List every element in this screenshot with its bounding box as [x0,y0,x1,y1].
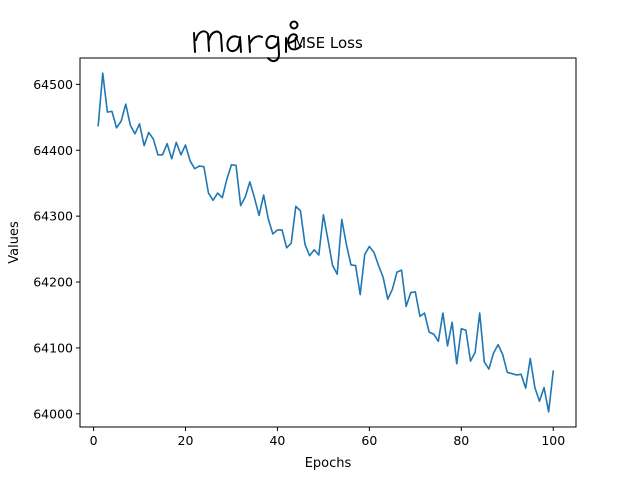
y-tick-label: 64200 [33,275,73,290]
y-tick-label: 64100 [33,340,73,355]
handwritten-annotation [193,20,302,63]
x-tick-label: 0 [90,433,98,448]
ticks-layer: 0 20 40 60 80 100 64000 64100 64200 64300 64400 645… [33,77,565,448]
y-tick-label: 64400 [33,143,73,158]
series-line-0 [97,72,555,413]
marks-layer [97,72,555,413]
y-axis-label: Values [7,221,22,264]
y-tick-label: 64300 [33,209,73,224]
x-tick-label: 100 [541,433,565,448]
y-tick-label: 64500 [33,77,73,92]
plot-frame [79,57,577,428]
y-tick-label: 64000 [33,406,73,421]
chart-title: MSE Loss [293,34,363,52]
x-tick-label: 80 [453,433,469,448]
x-tick-label: 60 [361,433,377,448]
x-axis-label: Epochs [305,456,352,471]
x-tick-label: 20 [178,433,194,448]
x-tick-label: 40 [269,433,285,448]
